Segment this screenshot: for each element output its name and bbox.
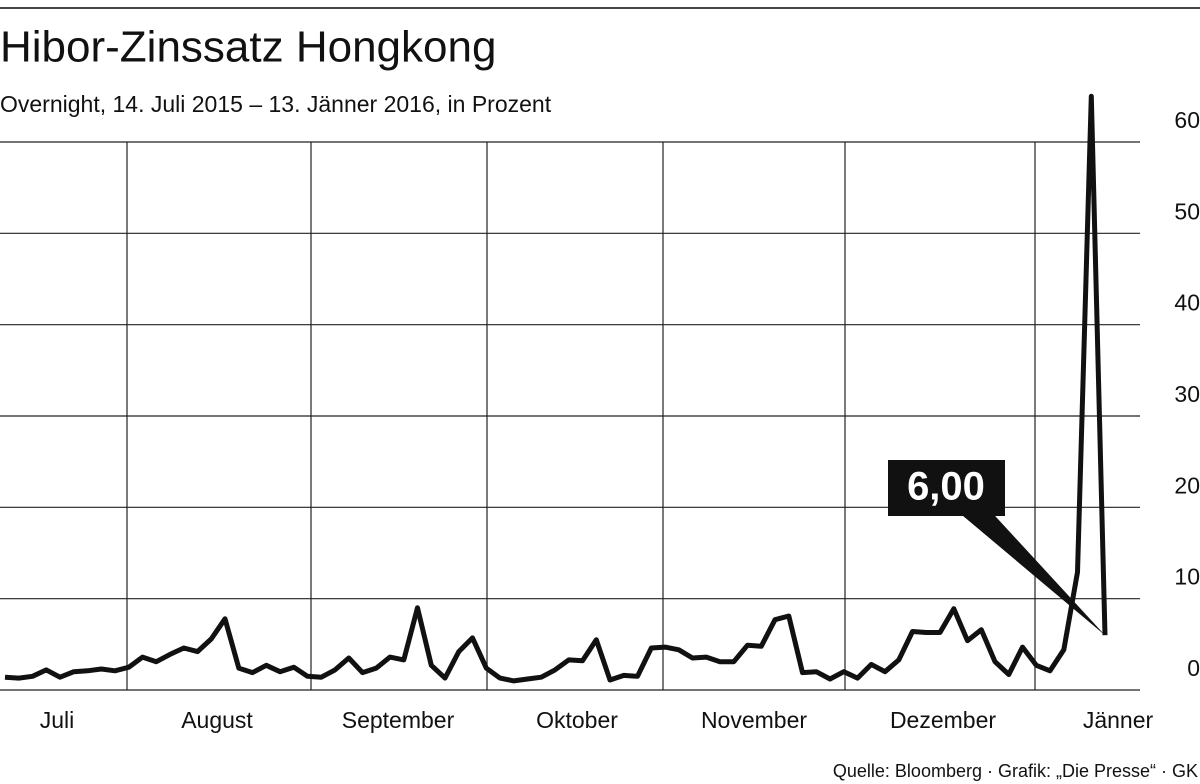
source: Quelle: Bloomberg · Grafik: „Die Presse“… (833, 761, 1198, 781)
chart-title: Hibor-Zinssatz Hongkong (0, 23, 496, 72)
x-tick-label: September (342, 707, 455, 733)
x-tick-label: Juli (40, 707, 75, 733)
x-tick-label: Oktober (536, 707, 618, 733)
annotation-label: 6,00 (907, 465, 985, 509)
line (4, 93, 1108, 684)
x-tick-label: Dezember (890, 707, 996, 733)
y-tick-label: 20 (1174, 472, 1200, 498)
x-tick-label: Jänner (1083, 707, 1154, 733)
y-tick-label: 10 (1174, 564, 1200, 590)
chart-subtitle: Overnight, 14. Juli 2015 – 13. Jänner 20… (0, 91, 552, 117)
y-tick-label: 50 (1174, 198, 1200, 224)
y-tick-label: 60 (1174, 107, 1200, 133)
annotation-box (888, 460, 1005, 516)
y-tick-label: 0 (1187, 655, 1200, 681)
annotation-pointer (950, 505, 1105, 636)
y-tick-label: 40 (1174, 290, 1200, 316)
y-tick-label: 30 (1174, 381, 1200, 407)
x-tick-label: November (701, 707, 807, 733)
x-tick-label: August (181, 707, 253, 733)
